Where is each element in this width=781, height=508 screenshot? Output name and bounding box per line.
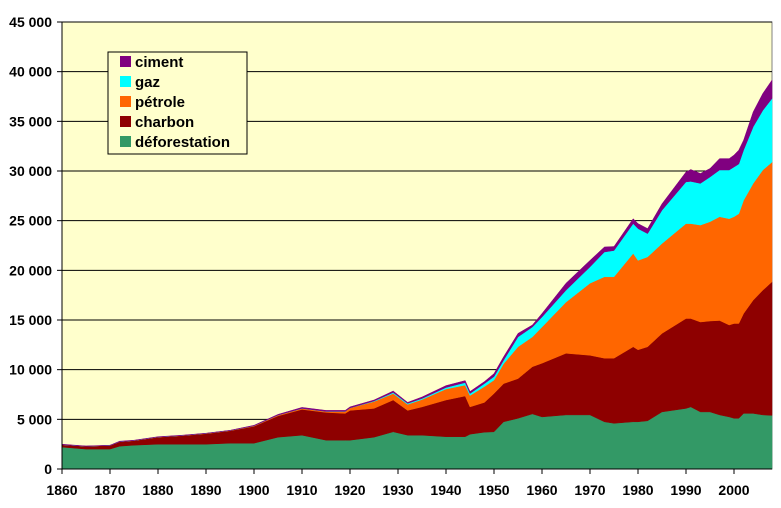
legend-label-petrole: pétrole [135, 94, 185, 111]
legend-label-charbon: charbon [135, 114, 194, 131]
legend-label-ciment: ciment [135, 54, 183, 71]
x-tick-label: 1910 [286, 482, 317, 498]
legend-swatch-ciment [120, 56, 131, 67]
y-tick-label: 15 000 [9, 312, 52, 328]
x-tick-label: 1880 [142, 482, 173, 498]
x-tick-label: 1960 [526, 482, 557, 498]
x-tick-label: 1920 [334, 482, 365, 498]
y-tick-label: 10 000 [9, 362, 52, 378]
y-tick-label: 35 000 [9, 113, 52, 129]
legend-swatch-deforestation [120, 136, 131, 147]
legend-swatch-charbon [120, 116, 131, 127]
x-tick-label: 2000 [718, 482, 749, 498]
legend-label-deforestation: déforestation [135, 134, 230, 151]
x-tick-label: 1990 [670, 482, 701, 498]
legend-swatch-petrole [120, 96, 131, 107]
x-tick-label: 1900 [238, 482, 269, 498]
y-tick-label: 5 000 [17, 411, 52, 427]
x-tick-label: 1940 [430, 482, 461, 498]
y-tick-label: 30 000 [9, 163, 52, 179]
x-tick-label: 1980 [622, 482, 653, 498]
y-tick-label: 45 000 [9, 14, 52, 30]
legend-swatch-gaz [120, 76, 131, 87]
y-tick-label: 25 000 [9, 213, 52, 229]
legend: ciment gaz pétrole charbon déforestation [107, 51, 248, 155]
x-tick-label: 1890 [190, 482, 221, 498]
x-tick-label: 1860 [46, 482, 77, 498]
y-tick-label: 0 [44, 461, 52, 477]
x-tick-label: 1930 [382, 482, 413, 498]
y-tick-label: 20 000 [9, 262, 52, 278]
area-ciment [61, 79, 773, 447]
x-axis-ticks: 1860 1870 1880 1890 1900 1910 1920 1930 1940 1950… [46, 469, 750, 498]
y-axis-ticks: 0 5 000 10 000 15 000 20 000 25 000 30 000 35 0… [9, 14, 62, 477]
x-tick-label: 1870 [94, 482, 125, 498]
legend-label-gaz: gaz [135, 74, 160, 91]
x-tick-label: 1950 [478, 482, 509, 498]
x-tick-label: 1970 [574, 482, 605, 498]
area-series [61, 79, 773, 470]
y-tick-label: 40 000 [9, 64, 52, 80]
legend-box [107, 51, 248, 155]
